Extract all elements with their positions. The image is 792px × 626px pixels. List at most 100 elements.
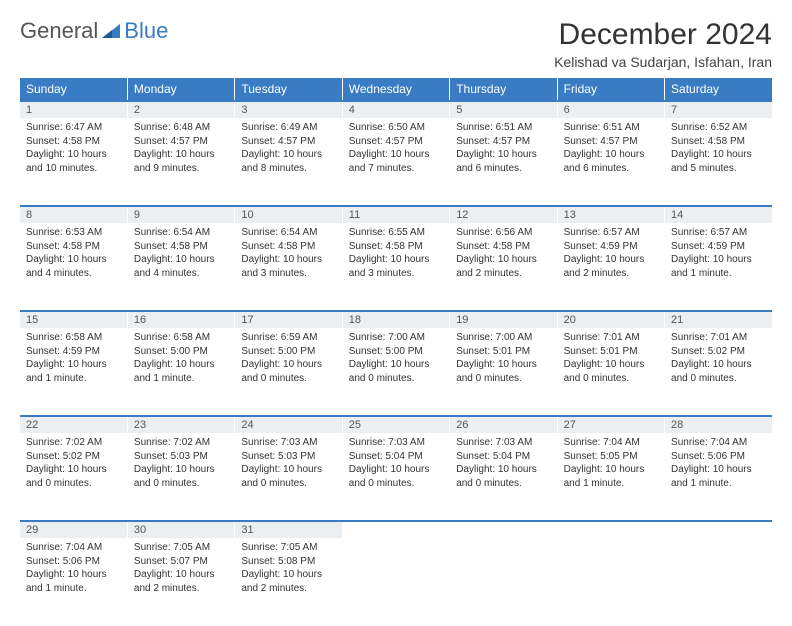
daylight-text: Daylight: 10 hours and 9 minutes. bbox=[134, 148, 228, 175]
day-content-cell: Sunrise: 7:05 AMSunset: 5:07 PMDaylight:… bbox=[127, 538, 234, 626]
daylight-text: Daylight: 10 hours and 0 minutes. bbox=[241, 463, 335, 490]
day-content-cell: Sunrise: 6:48 AMSunset: 4:57 PMDaylight:… bbox=[127, 118, 234, 206]
sunset-text: Sunset: 5:07 PM bbox=[134, 555, 228, 569]
sunset-text: Sunset: 4:59 PM bbox=[26, 345, 121, 359]
daylight-text: Daylight: 10 hours and 0 minutes. bbox=[564, 358, 658, 385]
daylight-text: Daylight: 10 hours and 10 minutes. bbox=[26, 148, 121, 175]
day-content-cell: Sunrise: 6:50 AMSunset: 4:57 PMDaylight:… bbox=[342, 118, 449, 206]
daynum-row: 15161718192021 bbox=[20, 311, 772, 328]
weekday-sunday: Sunday bbox=[20, 78, 127, 101]
day-number-cell: 29 bbox=[20, 521, 127, 538]
daylight-text: Daylight: 10 hours and 0 minutes. bbox=[349, 463, 443, 490]
sunset-text: Sunset: 5:00 PM bbox=[134, 345, 228, 359]
day-number-cell: 1 bbox=[20, 101, 127, 118]
sunrise-text: Sunrise: 7:05 AM bbox=[134, 541, 228, 555]
daylight-text: Daylight: 10 hours and 0 minutes. bbox=[671, 358, 766, 385]
location-subtitle: Kelishad va Sudarjan, Isfahan, Iran bbox=[554, 54, 772, 70]
day-content-cell: Sunrise: 6:52 AMSunset: 4:58 PMDaylight:… bbox=[665, 118, 772, 206]
weekday-thursday: Thursday bbox=[450, 78, 557, 101]
sunset-text: Sunset: 4:57 PM bbox=[456, 135, 550, 149]
day-number-cell: 12 bbox=[450, 206, 557, 223]
daylight-text: Daylight: 10 hours and 3 minutes. bbox=[349, 253, 443, 280]
daylight-text: Daylight: 10 hours and 0 minutes. bbox=[26, 463, 121, 490]
day-number-cell: 28 bbox=[665, 416, 772, 433]
daynum-row: 891011121314 bbox=[20, 206, 772, 223]
day-number-cell: 17 bbox=[235, 311, 342, 328]
daylight-text: Daylight: 10 hours and 0 minutes. bbox=[241, 358, 335, 385]
logo-text-blue: Blue bbox=[124, 18, 168, 44]
day-content-cell: Sunrise: 6:55 AMSunset: 4:58 PMDaylight:… bbox=[342, 223, 449, 311]
title-block: December 2024 Kelishad va Sudarjan, Isfa… bbox=[554, 18, 772, 70]
sunrise-text: Sunrise: 7:04 AM bbox=[26, 541, 121, 555]
day-number-cell: 19 bbox=[450, 311, 557, 328]
sunrise-text: Sunrise: 6:57 AM bbox=[671, 226, 766, 240]
daylight-text: Daylight: 10 hours and 6 minutes. bbox=[456, 148, 550, 175]
daylight-text: Daylight: 10 hours and 0 minutes. bbox=[134, 463, 228, 490]
sunrise-text: Sunrise: 7:02 AM bbox=[26, 436, 121, 450]
day-content-cell: Sunrise: 7:01 AMSunset: 5:02 PMDaylight:… bbox=[665, 328, 772, 416]
month-title: December 2024 bbox=[554, 18, 772, 52]
sunrise-text: Sunrise: 7:01 AM bbox=[671, 331, 766, 345]
day-number-cell: 15 bbox=[20, 311, 127, 328]
sunset-text: Sunset: 4:59 PM bbox=[564, 240, 658, 254]
calendar-body: 1234567Sunrise: 6:47 AMSunset: 4:58 PMDa… bbox=[20, 101, 772, 626]
sunset-text: Sunset: 5:02 PM bbox=[26, 450, 121, 464]
sunrise-text: Sunrise: 6:58 AM bbox=[26, 331, 121, 345]
day-number-cell: 18 bbox=[342, 311, 449, 328]
daylight-text: Daylight: 10 hours and 1 minute. bbox=[671, 253, 766, 280]
daylight-text: Daylight: 10 hours and 1 minute. bbox=[26, 568, 121, 595]
day-number-cell: 27 bbox=[557, 416, 664, 433]
sunset-text: Sunset: 5:02 PM bbox=[671, 345, 766, 359]
daylight-text: Daylight: 10 hours and 1 minute. bbox=[671, 463, 766, 490]
weekday-header-row: Sunday Monday Tuesday Wednesday Thursday… bbox=[20, 78, 772, 101]
sunset-text: Sunset: 5:05 PM bbox=[564, 450, 658, 464]
day-content-cell: Sunrise: 7:04 AMSunset: 5:05 PMDaylight:… bbox=[557, 433, 664, 521]
daylight-text: Daylight: 10 hours and 1 minute. bbox=[26, 358, 121, 385]
sunrise-text: Sunrise: 6:50 AM bbox=[349, 121, 443, 135]
day-number-cell: 5 bbox=[450, 101, 557, 118]
sunset-text: Sunset: 4:58 PM bbox=[26, 135, 121, 149]
sunset-text: Sunset: 4:57 PM bbox=[134, 135, 228, 149]
day-number-cell bbox=[665, 521, 772, 538]
daylight-text: Daylight: 10 hours and 2 minutes. bbox=[241, 568, 335, 595]
sunset-text: Sunset: 4:58 PM bbox=[456, 240, 550, 254]
day-number-cell: 14 bbox=[665, 206, 772, 223]
day-number-cell: 16 bbox=[127, 311, 234, 328]
sunset-text: Sunset: 4:58 PM bbox=[26, 240, 121, 254]
sunset-text: Sunset: 4:59 PM bbox=[671, 240, 766, 254]
day-number-cell: 4 bbox=[342, 101, 449, 118]
calendar-table: Sunday Monday Tuesday Wednesday Thursday… bbox=[20, 78, 772, 626]
sunset-text: Sunset: 4:58 PM bbox=[241, 240, 335, 254]
sunset-text: Sunset: 4:57 PM bbox=[564, 135, 658, 149]
sunrise-text: Sunrise: 7:05 AM bbox=[241, 541, 335, 555]
day-content-cell: Sunrise: 6:49 AMSunset: 4:57 PMDaylight:… bbox=[235, 118, 342, 206]
day-content-cell: Sunrise: 7:03 AMSunset: 5:03 PMDaylight:… bbox=[235, 433, 342, 521]
weekday-friday: Friday bbox=[557, 78, 664, 101]
day-number-cell: 9 bbox=[127, 206, 234, 223]
logo-sail-icon bbox=[100, 22, 122, 40]
day-number-cell: 11 bbox=[342, 206, 449, 223]
day-content-cell: Sunrise: 7:03 AMSunset: 5:04 PMDaylight:… bbox=[450, 433, 557, 521]
day-content-cell: Sunrise: 7:05 AMSunset: 5:08 PMDaylight:… bbox=[235, 538, 342, 626]
day-number-cell: 25 bbox=[342, 416, 449, 433]
day-number-cell bbox=[342, 521, 449, 538]
day-number-cell bbox=[557, 521, 664, 538]
sunrise-text: Sunrise: 6:53 AM bbox=[26, 226, 121, 240]
day-content-cell: Sunrise: 7:03 AMSunset: 5:04 PMDaylight:… bbox=[342, 433, 449, 521]
day-number-cell: 8 bbox=[20, 206, 127, 223]
daylight-text: Daylight: 10 hours and 8 minutes. bbox=[241, 148, 335, 175]
day-number-cell: 30 bbox=[127, 521, 234, 538]
sunset-text: Sunset: 5:00 PM bbox=[349, 345, 443, 359]
sunrise-text: Sunrise: 6:55 AM bbox=[349, 226, 443, 240]
sunset-text: Sunset: 4:57 PM bbox=[241, 135, 335, 149]
sunrise-text: Sunrise: 7:02 AM bbox=[134, 436, 228, 450]
day-number-cell: 6 bbox=[557, 101, 664, 118]
daylight-text: Daylight: 10 hours and 3 minutes. bbox=[241, 253, 335, 280]
day-content-cell: Sunrise: 6:58 AMSunset: 5:00 PMDaylight:… bbox=[127, 328, 234, 416]
day-number-cell: 31 bbox=[235, 521, 342, 538]
sunrise-text: Sunrise: 6:59 AM bbox=[241, 331, 335, 345]
content-row: Sunrise: 6:53 AMSunset: 4:58 PMDaylight:… bbox=[20, 223, 772, 311]
sunrise-text: Sunrise: 6:58 AM bbox=[134, 331, 228, 345]
daylight-text: Daylight: 10 hours and 0 minutes. bbox=[349, 358, 443, 385]
sunrise-text: Sunrise: 7:03 AM bbox=[349, 436, 443, 450]
